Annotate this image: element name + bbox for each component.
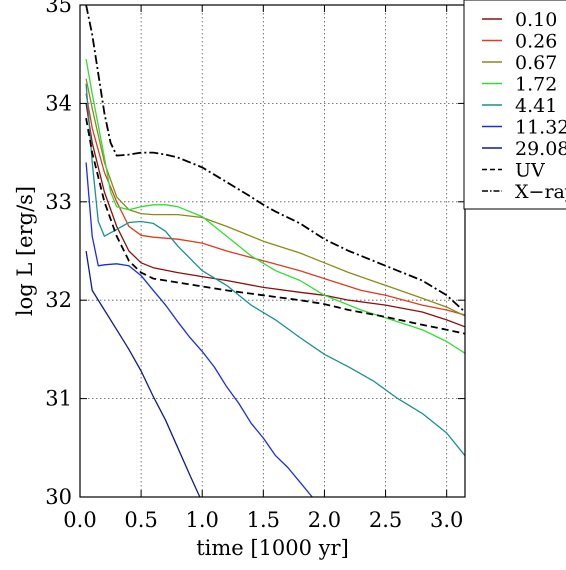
y-tick-label-2: 32 <box>45 288 72 312</box>
legend-label-8: X−ray <box>515 181 566 203</box>
series-line-4 <box>85 83 466 457</box>
mask-bottom <box>0 497 466 567</box>
legend-label-0: 0.10 <box>515 9 557 31</box>
x-axis-label: time [1000 yr] <box>196 536 349 560</box>
plot-area <box>80 5 465 497</box>
x-tick-label-5: 2.5 <box>369 508 402 532</box>
y-tick-label-0: 30 <box>45 485 72 509</box>
series-line-7 <box>85 118 466 335</box>
series-line-1 <box>85 93 466 316</box>
y-tick-label-3: 33 <box>45 190 72 214</box>
legend-box <box>463 0 566 210</box>
series-line-5 <box>85 162 313 498</box>
series-line-2 <box>85 78 466 317</box>
x-tick-label-2: 1.0 <box>186 508 219 532</box>
legend-label-7: UV <box>515 160 545 182</box>
axes-frame <box>79 4 466 498</box>
series-line-6 <box>85 250 201 498</box>
x-tick-label-1: 0.5 <box>124 508 157 532</box>
legend-label-2: 0.67 <box>515 52 557 74</box>
y-axis-label: log L [erg/s] <box>13 186 37 316</box>
x-tick-label-0: 0.0 <box>63 508 96 532</box>
legend-label-1: 0.26 <box>515 31 557 53</box>
x-tick-label-6: 3.0 <box>430 508 463 532</box>
y-tick-label-4: 34 <box>45 91 72 115</box>
x-tick-label-4: 2.0 <box>308 508 341 532</box>
x-tick-label-3: 1.5 <box>247 508 280 532</box>
legend-label-4: 4.41 <box>515 95 557 117</box>
legend-label-5: 11.32 <box>515 117 566 139</box>
mask-left <box>0 0 80 497</box>
y-tick-label-5: 35 <box>45 0 72 17</box>
legend-label-3: 1.72 <box>515 74 557 96</box>
y-tick-label-1: 31 <box>45 387 72 411</box>
legend-label-6: 29.08 <box>515 138 566 160</box>
